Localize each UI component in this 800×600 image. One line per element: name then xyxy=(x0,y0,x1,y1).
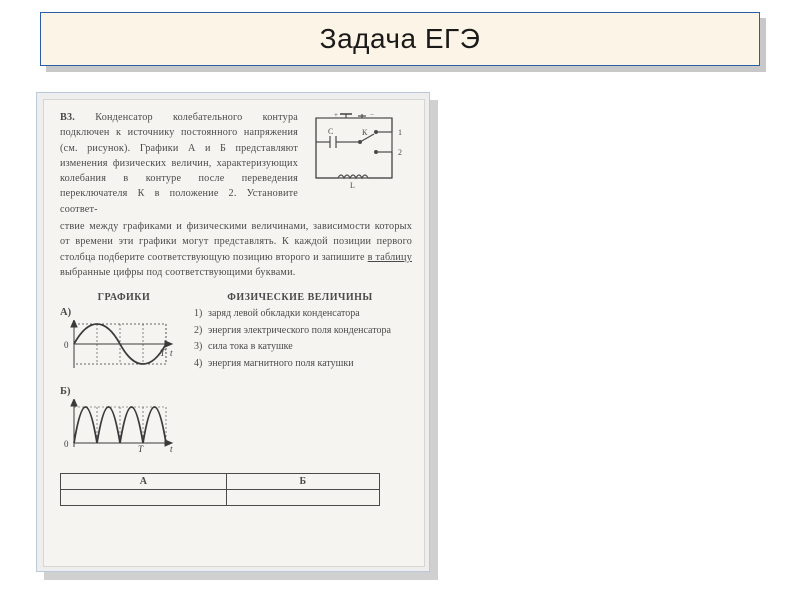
page-title: Задача ЕГЭ xyxy=(320,23,481,55)
problem-par2-head: ствие между графиками и физическими вели… xyxy=(60,221,412,263)
graphs-column: А) xyxy=(60,307,188,461)
table-row xyxy=(61,490,380,506)
problem-label: В3. xyxy=(60,112,75,123)
graph-A-block: А) xyxy=(60,307,188,378)
graph-B-T: T xyxy=(138,444,144,453)
problem-par1: В3. Конденсатор колебательного контура п… xyxy=(60,110,298,217)
problem-card: + − C xyxy=(36,92,430,572)
header-values: ФИЗИЧЕСКИЕ ВЕЛИЧИНЫ xyxy=(188,292,412,303)
graph-B: 0 T t xyxy=(60,399,178,453)
problem-par1-text: Конденсатор колебательного контура подкл… xyxy=(60,112,298,215)
column-headers: ГРАФИКИ ФИЗИЧЕСКИЕ ВЕЛИЧИНЫ xyxy=(60,292,412,303)
circuit-diagram: + − C xyxy=(310,112,410,190)
graph-A-zero: 0 xyxy=(64,340,69,350)
svg-text:−: − xyxy=(370,112,374,119)
title-box: Задача ЕГЭ xyxy=(40,12,760,66)
graph-A-label: А) xyxy=(60,307,188,318)
value-item-4: 4) энергия магнитного поля катушки xyxy=(194,357,412,372)
value-item-3: 3) сила тока в катушке xyxy=(194,340,412,355)
header-graphs: ГРАФИКИ xyxy=(60,292,188,303)
graph-A-t: t xyxy=(170,348,173,358)
content-row: А) xyxy=(60,307,412,461)
graph-A-T: T xyxy=(160,348,166,358)
label-1: 1 xyxy=(398,128,402,137)
value-text-3: сила тока в катушке xyxy=(208,340,293,355)
value-item-2: 2) энергия электрического поля конденсат… xyxy=(194,324,412,339)
graph-B-label: Б) xyxy=(60,386,188,397)
value-num-3: 3) xyxy=(194,340,208,355)
label-C: C xyxy=(328,127,334,136)
answer-cell-A xyxy=(61,490,227,506)
table-row: А Б xyxy=(61,474,380,490)
answer-col-A: А xyxy=(61,474,227,490)
value-num-2: 2) xyxy=(194,324,208,339)
problem-underlined: в таблицу xyxy=(368,252,412,263)
label-L: L xyxy=(350,181,355,190)
values-column: 1) заряд левой обкладки конденсатора 2) … xyxy=(188,307,412,461)
graph-B-block: Б) xyxy=(60,386,188,453)
problem-par2-tail: выбранные цифры под соответствующими бук… xyxy=(60,267,295,278)
value-text-4: энергия магнитного поля катушки xyxy=(208,357,354,372)
svg-text:+: + xyxy=(334,112,338,119)
graph-B-zero: 0 xyxy=(64,439,69,449)
value-text-1: заряд левой обкладки конденсатора xyxy=(208,307,360,322)
value-text-2: энергия электрического поля конденсатора xyxy=(208,324,391,339)
value-num-1: 1) xyxy=(194,307,208,322)
answer-col-B: Б xyxy=(226,474,379,490)
problem-par2: ствие между графиками и физическими вели… xyxy=(60,219,412,280)
answer-cell-B xyxy=(226,490,379,506)
answer-table: А Б xyxy=(60,473,380,506)
value-item-1: 1) заряд левой обкладки конденсатора xyxy=(194,307,412,322)
scan-page: + − C xyxy=(43,99,425,567)
value-num-4: 4) xyxy=(194,357,208,372)
problem-text: + − C xyxy=(60,110,412,280)
label-K: К xyxy=(362,128,368,137)
graph-B-t: t xyxy=(170,444,173,453)
label-2: 2 xyxy=(398,148,402,157)
graph-A: 0 T t xyxy=(60,320,178,378)
